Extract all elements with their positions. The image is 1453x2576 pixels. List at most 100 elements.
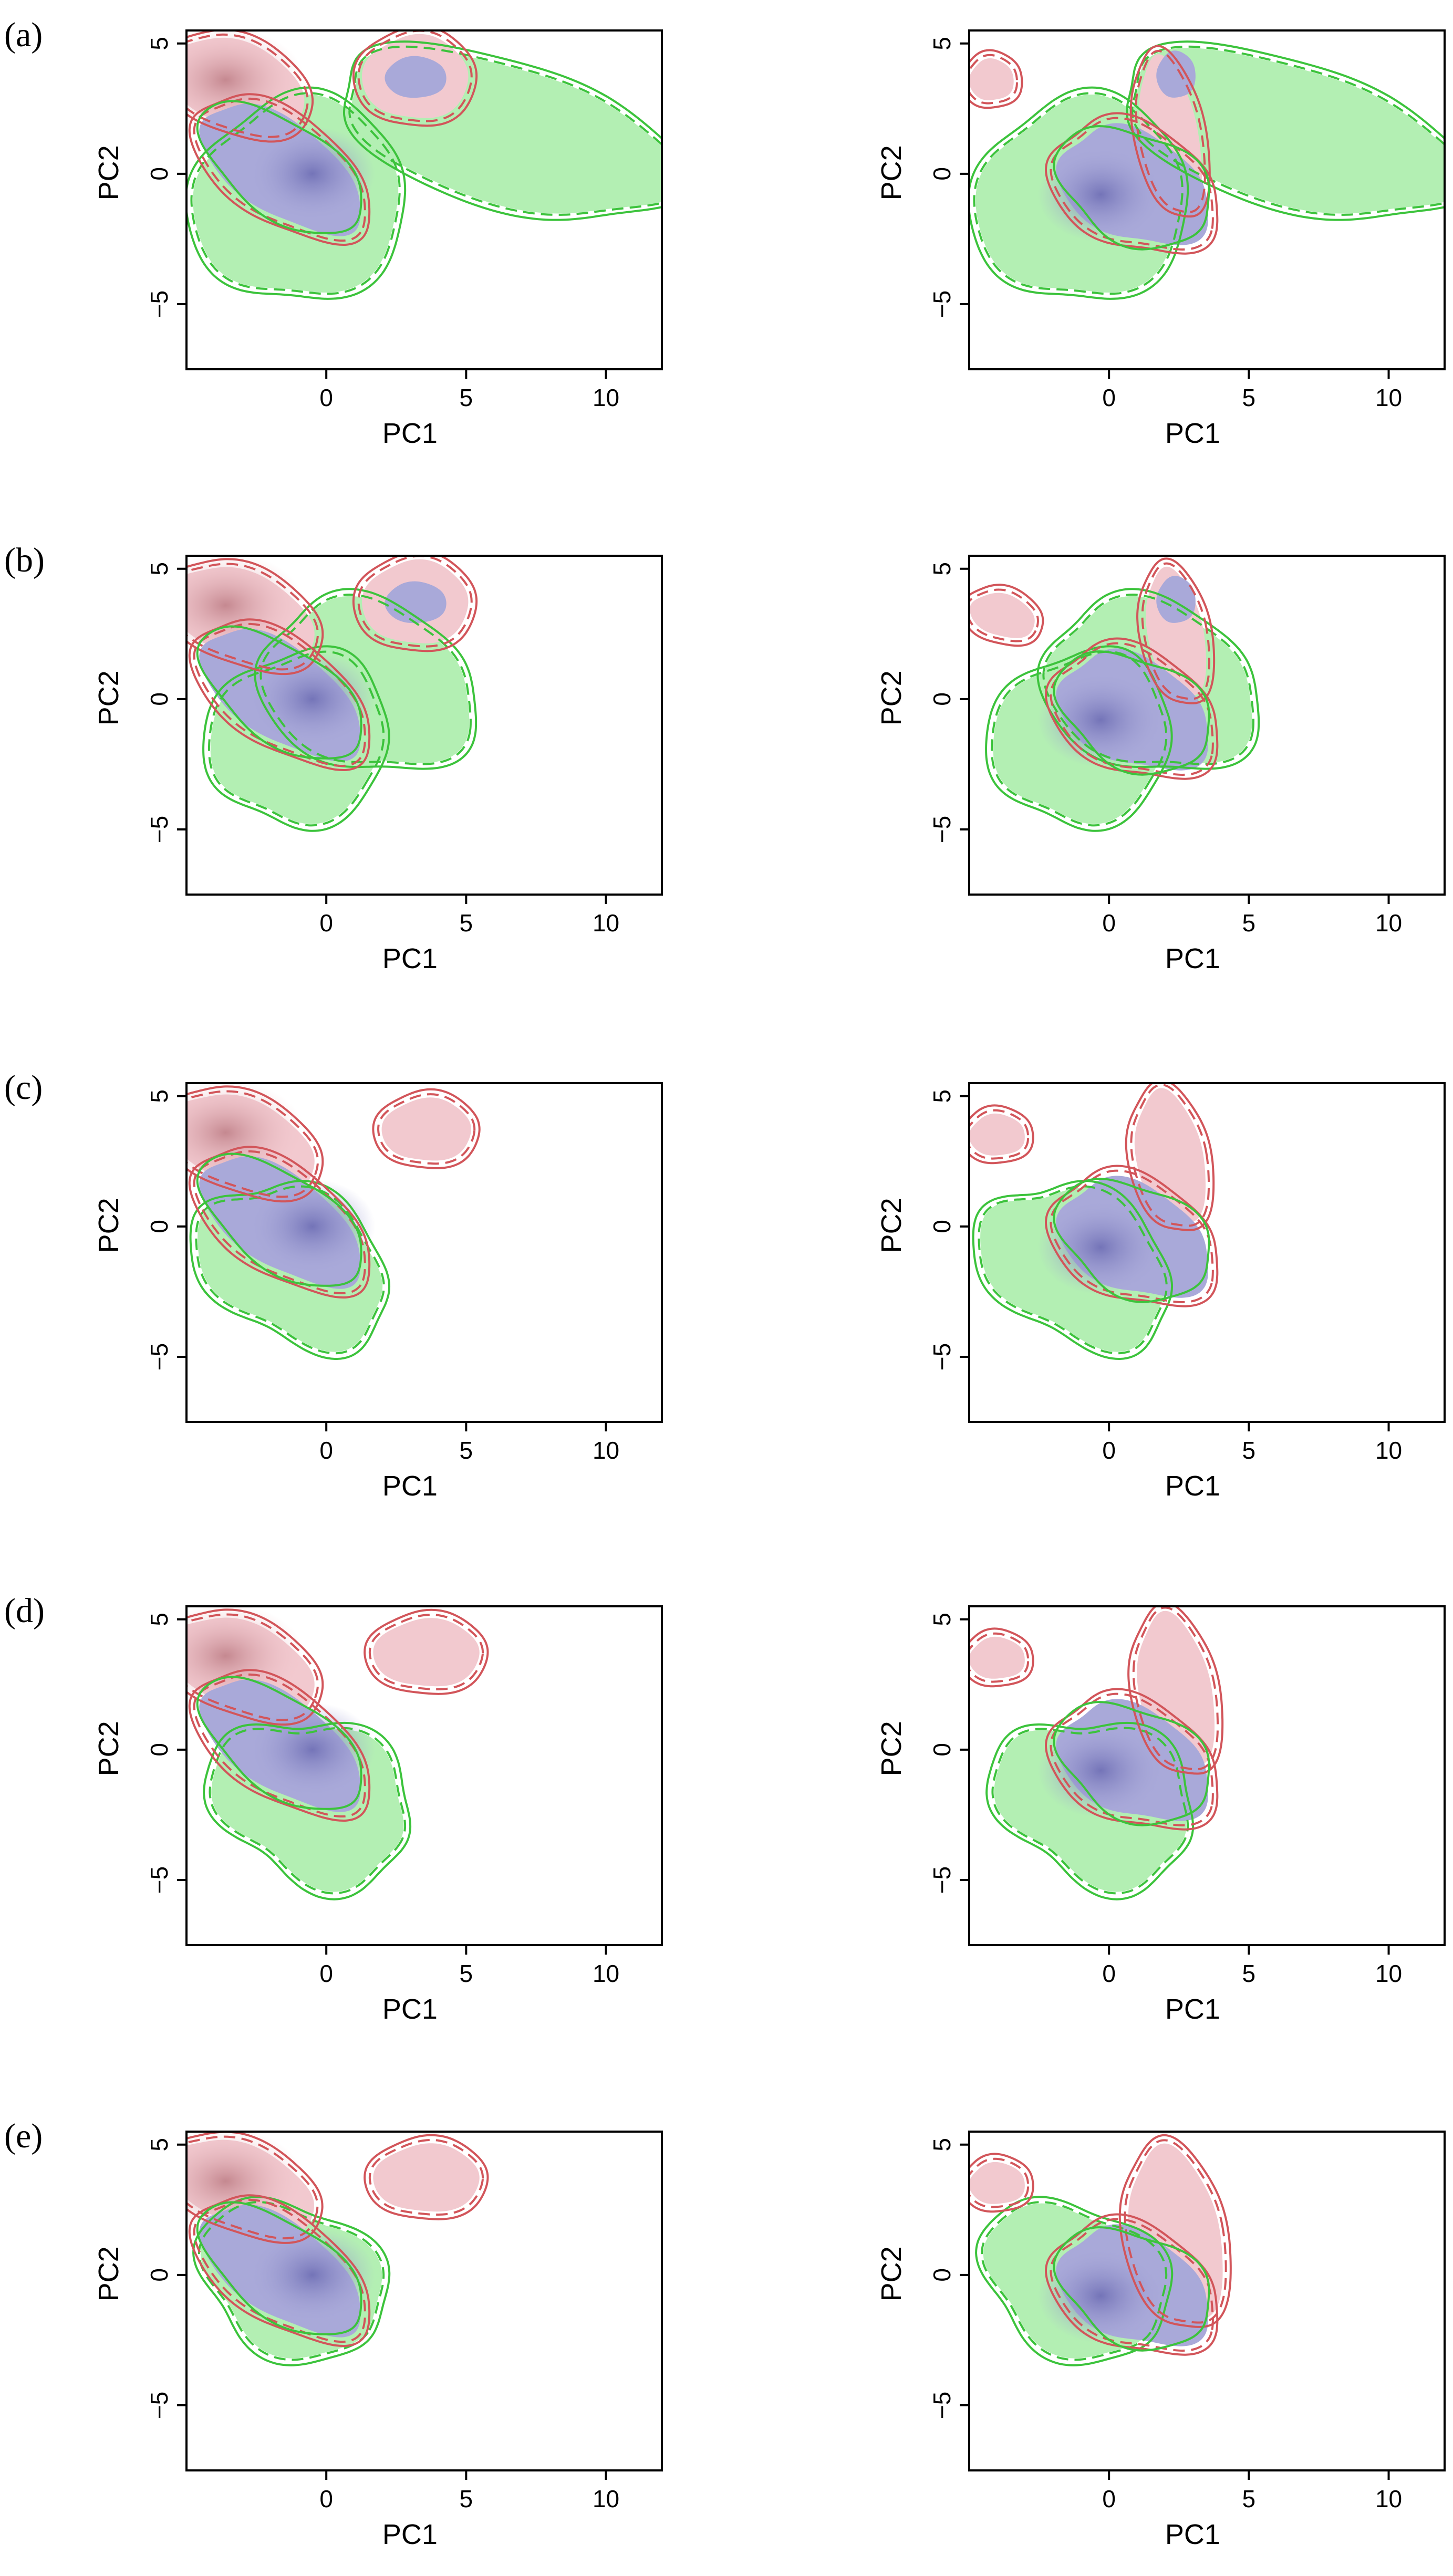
y-tick-label: 0 [928,167,956,181]
plot-panel-c-right: 0 5 10 −5 0 5 PC1 PC2 [876,1082,1446,1502]
x-tick-label: 10 [593,384,619,411]
x-tick-label: 0 [1102,909,1116,937]
red-contour-dashed [1132,1606,1219,1771]
y-tick-label: −5 [146,1343,173,1370]
blue-density-core [1037,1723,1164,1818]
red-contour-dashed [186,563,319,671]
density-regions [186,2132,489,2366]
blue-density-core [1037,1200,1164,1295]
x-axis-label: PC1 [1165,2519,1220,2550]
green-contour-solid [343,40,662,221]
y-tick-label: −5 [146,1866,173,1894]
red-contour-solid [188,1146,371,1299]
y-tick-label: 5 [146,1089,173,1103]
plot-frame [968,29,1446,370]
pink-density-region [969,1113,1025,1156]
red-contour-dashed [193,1150,366,1295]
red-contour-solid [186,30,314,143]
density-regions [186,1083,481,1360]
green-contour-solid [192,2196,391,2366]
blue-density-core [249,1179,376,1274]
blue-density-core [1037,147,1164,242]
red-contour-solid [969,2153,1034,2213]
green-contour-dashed [991,1727,1189,1895]
x-tick-label: 10 [1375,1960,1402,1987]
green-contour-dashed [1131,45,1445,216]
plot-frame [968,1605,1446,1946]
red-contour-dashed [1135,49,1206,213]
plot-frame [185,2131,663,2471]
y-axis-label: PC2 [876,670,907,725]
x-tick-label: 10 [593,2485,619,2512]
green-contour-solid [196,2201,362,2335]
red-contour-solid [1129,45,1211,218]
pink-density-region [373,2143,480,2212]
green-contour-solid [189,1180,391,1360]
y-tick-label: 0 [928,2268,956,2282]
green-contour-dashed [348,45,662,216]
y-axis-label: PC2 [93,670,124,725]
green-contour-solid [975,2196,1174,2366]
y-axis-label: PC2 [93,145,124,200]
red-contour-solid [364,2134,489,2220]
y-tick-label: 5 [928,37,956,50]
y-tick-label: 5 [146,1613,173,1626]
red-contour-dashed [969,588,1040,642]
red-contour-dashed [357,30,473,122]
green-contour-dashed [209,1727,407,1895]
y-tick-label: 5 [928,1613,956,1626]
y-tick-label: −5 [146,290,173,318]
y-tick-label: 5 [928,2138,956,2152]
plot-panel-e-left: 0 5 10 −5 0 5 PC1 PC2 [93,2131,663,2550]
x-tick-label: 5 [460,1437,473,1464]
red-contour-dashed [1050,1169,1214,1303]
density-regions [186,1606,489,1900]
density-regions [969,1083,1219,1360]
red-contour-solid [969,1104,1034,1165]
y-tick-label: −5 [928,290,956,318]
panel-letter: (e) [4,2117,43,2155]
x-axis-label: PC1 [1165,418,1220,449]
x-tick-label: 5 [460,384,473,411]
x-axis-label: PC1 [382,418,438,449]
pink-density-region [969,2162,1025,2204]
density-regions [186,30,662,300]
blue-overlap-region [385,56,447,98]
y-axis-label: PC2 [93,1721,124,1776]
y-tick-label: 0 [146,692,173,706]
x-tick-label: 10 [593,1437,619,1464]
y-tick-label: 0 [928,1743,956,1757]
red-contour-dashed [193,1673,366,1818]
y-tick-label: −5 [928,1866,956,1894]
green-contour-solid [196,1152,362,1287]
y-axis-label: PC2 [876,1721,907,1776]
y-tick-label: 5 [146,562,173,576]
green-contour-solid [196,100,362,234]
red-contour-dashed [186,2135,319,2240]
red-contour-solid [969,584,1044,647]
x-tick-label: 10 [1375,2485,1402,2512]
panel-letter: (a) [4,16,43,54]
green-contour-dashed [207,650,385,827]
red-contour-dashed [1050,1692,1214,1826]
green-contour-solid [196,1676,362,1810]
red-contour-dashed [186,1090,319,1198]
red-contour-solid [186,1608,324,1726]
x-tick-label: 5 [1242,1960,1256,1987]
red-contour-dashed [1050,117,1214,251]
y-axis-label: PC2 [876,2246,907,2301]
y-tick-label: −5 [928,1343,956,1370]
red-contour-dashed [969,54,1018,105]
red-contour-solid [1118,2134,1232,2328]
blue-density-core [249,1702,376,1797]
green-contour-solid [1053,2226,1210,2352]
x-axis-label: PC1 [382,1993,438,2025]
x-axis-label: PC1 [382,943,438,974]
green-contour-dashed [990,650,1168,827]
y-tick-label: −5 [928,816,956,843]
plot-panel-b-left: 0 5 10 −5 0 5 PC1 PC2 [93,555,663,974]
x-tick-label: 0 [1102,1960,1116,1987]
blue-density-core [249,126,376,221]
green-contour-solid [1053,1701,1210,1826]
x-tick-label: 10 [1375,909,1402,937]
